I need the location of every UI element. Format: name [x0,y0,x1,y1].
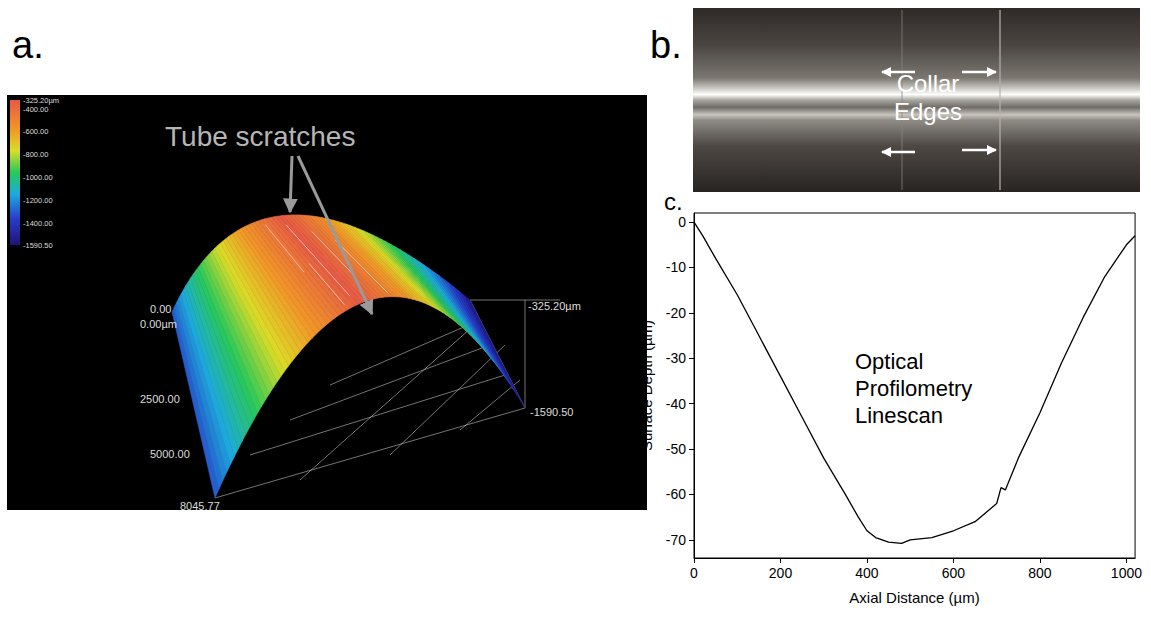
svg-text:Profilometry: Profilometry [855,376,972,401]
svg-text:-325.20µm: -325.20µm [23,96,59,105]
svg-text:-1590.50: -1590.50 [530,406,573,418]
svg-text:-70: -70 [666,532,686,548]
svg-text:0: 0 [678,214,686,230]
svg-text:-800.00: -800.00 [23,150,48,159]
svg-text:-50: -50 [666,441,686,457]
svg-text:a.: a. [12,24,44,66]
svg-text:-400.00: -400.00 [23,105,48,114]
svg-text:-40: -40 [666,396,686,412]
svg-text:0: 0 [690,565,698,581]
svg-text:0.00µm: 0.00µm [140,318,177,330]
svg-text:-1000.00: -1000.00 [23,173,53,182]
svg-text:Tube scratches: Tube scratches [165,121,355,152]
svg-text:Surface Depth (µm): Surface Depth (µm) [638,320,655,451]
svg-text:5000.00: 5000.00 [150,448,190,460]
svg-text:Edges: Edges [894,98,962,125]
svg-text:Optical: Optical [855,349,923,374]
svg-text:0.00: 0.00 [150,303,171,315]
svg-text:Collar: Collar [897,70,960,97]
svg-text:-1400.00: -1400.00 [23,219,53,228]
svg-text:-325.20µm: -325.20µm [528,300,581,312]
svg-text:-20: -20 [666,305,686,321]
svg-text:600: 600 [942,565,966,581]
svg-text:400: 400 [855,565,879,581]
svg-text:c.: c. [664,188,683,215]
svg-text:8045.77: 8045.77 [180,500,220,512]
svg-text:Axial Distance (µm): Axial Distance (µm) [849,589,979,606]
svg-text:200: 200 [769,565,793,581]
svg-text:1000: 1000 [1111,565,1142,581]
svg-text:-30: -30 [666,350,686,366]
svg-text:-1590.50: -1590.50 [23,241,53,250]
svg-text:-10: -10 [666,259,686,275]
svg-text:-1200.00: -1200.00 [23,196,53,205]
svg-text:b.: b. [650,24,682,66]
svg-text:-60: -60 [666,486,686,502]
svg-text:-600.00: -600.00 [23,127,48,136]
svg-text:2500.00: 2500.00 [140,393,180,405]
svg-text:800: 800 [1028,565,1052,581]
svg-text:Linescan: Linescan [855,403,943,428]
